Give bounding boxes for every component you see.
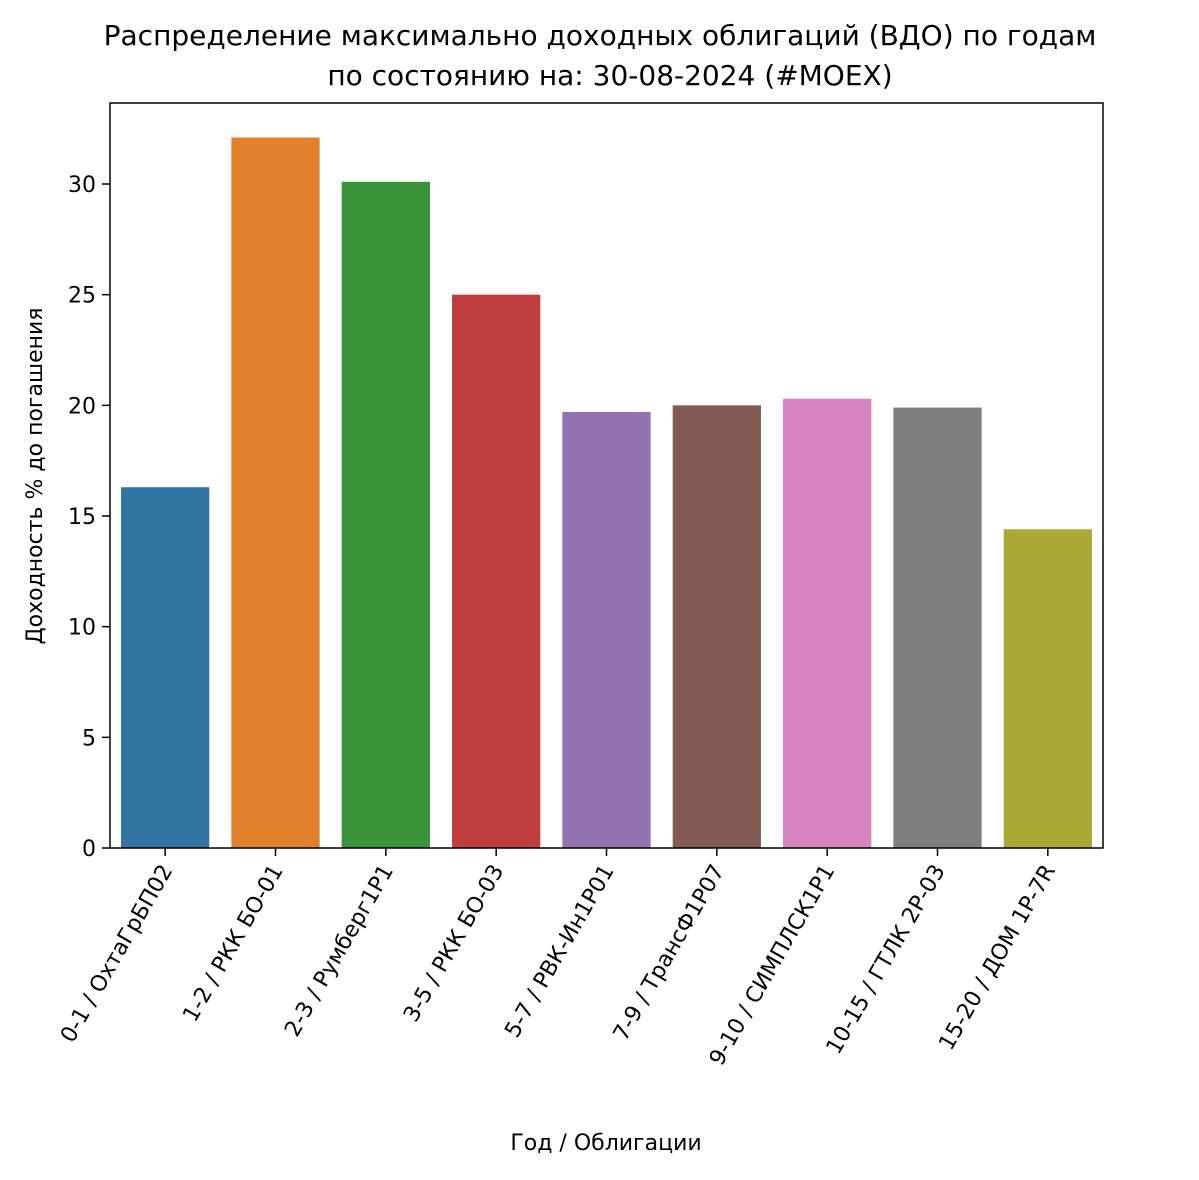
x-tick-label: 10-15 / ГТЛК 2Р-03 xyxy=(822,861,951,1059)
x-axis-label: Год / Облигации xyxy=(510,1131,701,1156)
y-tick-label: 10 xyxy=(68,616,96,641)
y-tick-label: 15 xyxy=(68,505,96,530)
y-tick-label: 30 xyxy=(68,173,96,198)
x-tick-label: 3-5 / РКК БО-03 xyxy=(399,861,509,1027)
y-axis-label: Доходность % до погашения xyxy=(23,307,48,644)
x-tick-label: 9-10 / СИМПЛСК1Р1 xyxy=(705,861,840,1070)
x-tick-label: 15-20 / ДОМ 1P-7R xyxy=(934,861,1061,1055)
x-tick-label: 1-2 / РКК БО-01 xyxy=(178,861,288,1027)
bar xyxy=(452,294,541,848)
chart-title: Распределение максимально доходных облиг… xyxy=(104,19,1097,52)
x-tick-label: 2-3 / Румберг1Р1 xyxy=(280,861,399,1042)
chart-subtitle: по состоянию на: 30-08-2024 (#MOEX) xyxy=(327,59,892,92)
x-tick-label: 0-1 / ОхтаГрБП02 xyxy=(56,861,178,1048)
y-tick-label: 5 xyxy=(82,726,96,751)
y-tick-label: 25 xyxy=(68,284,96,309)
bar xyxy=(231,137,320,848)
bar xyxy=(1003,529,1092,848)
bar xyxy=(672,405,761,848)
plot-frame xyxy=(109,102,1104,849)
bar xyxy=(341,181,430,848)
bar xyxy=(783,398,872,848)
bar xyxy=(562,411,651,848)
bar xyxy=(893,407,982,848)
y-tick-label: 20 xyxy=(68,394,96,419)
y-tick-label: 0 xyxy=(82,837,96,862)
x-tick-label: 7-9 / ТрансФ1Р07 xyxy=(609,861,730,1046)
x-tick-label: 5-7 / РВК-Ин1Р01 xyxy=(500,861,619,1043)
bar xyxy=(121,487,210,848)
